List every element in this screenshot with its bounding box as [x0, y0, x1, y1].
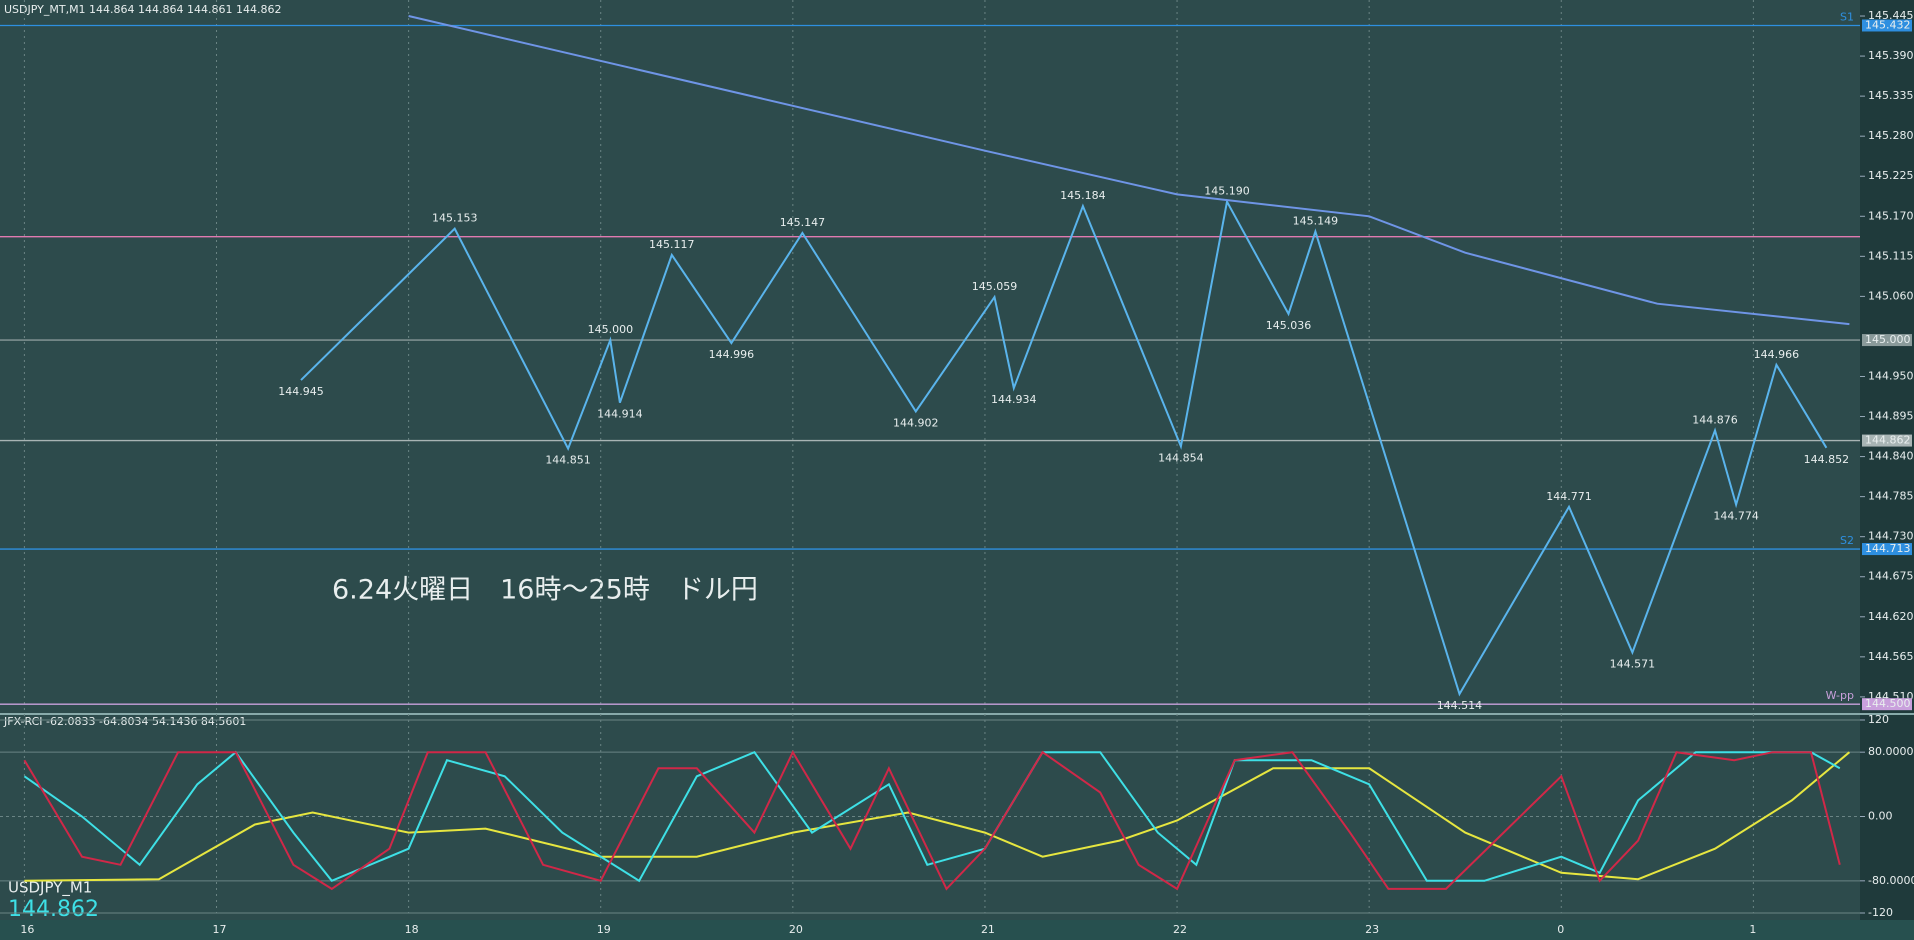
price-tag-label: 144.713 [1865, 542, 1911, 555]
y-tick-label: 145.060 [1868, 289, 1914, 302]
value-label: 144.851 [545, 454, 591, 467]
price-tag-label: 145.000 [1865, 333, 1911, 346]
value-label: 144.902 [893, 416, 939, 429]
level-name: W-pp [1826, 689, 1854, 702]
value-label: 144.514 [1437, 699, 1483, 712]
y-tick-label: 144.730 [1868, 530, 1914, 543]
value-label: 144.945 [278, 385, 324, 398]
y-tick-label: 145.280 [1868, 129, 1914, 142]
chart-title: USDJPY_MT,M1 144.864 144.864 144.861 144… [4, 3, 282, 16]
level-name: S2 [1840, 534, 1854, 547]
series-line [408, 15, 1850, 326]
value-label: 145.184 [1060, 189, 1106, 202]
value-label: 145.059 [972, 280, 1018, 293]
y-tick-label: 145.170 [1868, 209, 1914, 222]
x-tick-label: 0 [1557, 923, 1564, 936]
series-line [24, 751, 1851, 882]
value-label: 144.996 [709, 348, 755, 361]
price-tag [1862, 334, 1912, 347]
annotation: 6.24火曜日 16時～25時 ドル円 [332, 575, 758, 606]
y-tick-label: 145.115 [1868, 249, 1914, 262]
price-tag-label: 144.500 [1865, 697, 1911, 710]
y-tick-label: 145.225 [1868, 169, 1914, 182]
x-tick-label: 19 [597, 923, 611, 936]
y-tick-label: 144.785 [1868, 490, 1914, 503]
y-tick-label: 144.565 [1868, 650, 1914, 663]
value-label: 145.147 [780, 216, 826, 229]
y-tick-label: 80.0000 [1868, 745, 1914, 758]
value-label: 144.966 [1754, 348, 1800, 361]
x-tick-label: 23 [1365, 923, 1379, 936]
time-axis [0, 920, 1914, 940]
x-tick-label: 16 [20, 923, 34, 936]
y-tick-label: -120 [1868, 906, 1893, 919]
x-tick-label: 1 [1749, 923, 1756, 936]
x-tick-label: 17 [213, 923, 227, 936]
value-label: 144.774 [1713, 510, 1759, 523]
value-label: 144.876 [1692, 413, 1738, 426]
value-label: 144.934 [991, 393, 1037, 406]
y-tick-label: -80.0000 [1868, 874, 1914, 887]
x-tick-label: 20 [789, 923, 803, 936]
value-label: 144.914 [597, 408, 643, 421]
y-tick-label: 145.335 [1868, 89, 1914, 102]
series-line [23, 750, 1841, 883]
series-line [300, 198, 1828, 697]
y-tick-label: 120 [1868, 713, 1889, 726]
price-tag-label: 144.862 [1865, 434, 1911, 447]
x-tick-label: 21 [981, 923, 995, 936]
value-label: 145.190 [1204, 185, 1250, 198]
y-tick-label: 144.675 [1868, 570, 1914, 583]
value-label: 145.117 [649, 238, 695, 251]
value-label: 145.036 [1266, 319, 1312, 332]
price-tag [1862, 19, 1912, 32]
value-label: 144.852 [1804, 453, 1850, 466]
y-tick-label: 0.00 [1868, 810, 1893, 823]
x-tick-label: 18 [405, 923, 419, 936]
y-tick-label: 144.620 [1868, 610, 1914, 623]
value-label: 144.771 [1546, 490, 1592, 503]
y-tick-label: 145.445 [1868, 9, 1914, 22]
price-label: 144.862 [8, 897, 99, 922]
x-tick-label: 22 [1173, 923, 1187, 936]
value-label: 145.000 [588, 323, 634, 336]
y-tick-label: 144.950 [1868, 369, 1914, 382]
y-tick-label: 145.390 [1868, 49, 1914, 62]
y-tick-label: 144.895 [1868, 410, 1914, 423]
price-tag [1862, 698, 1912, 711]
value-label: 144.854 [1158, 451, 1204, 464]
series-line [23, 750, 1841, 891]
symbol-label: USDJPY_M1 [8, 879, 92, 898]
y-tick-label: 144.840 [1868, 450, 1914, 463]
price-tag-label: 145.432 [1865, 18, 1911, 31]
value-label: 145.149 [1293, 215, 1339, 228]
indicator-title: JFX-RCI -62.0833 -64.8034 54.1436 84.560… [3, 715, 246, 728]
price-tag [1862, 543, 1912, 556]
level-name: S1 [1840, 10, 1854, 23]
value-label: 145.153 [432, 212, 478, 225]
value-label: 144.571 [1610, 657, 1656, 670]
price-axis [1860, 0, 1914, 940]
price-tag [1862, 434, 1912, 447]
